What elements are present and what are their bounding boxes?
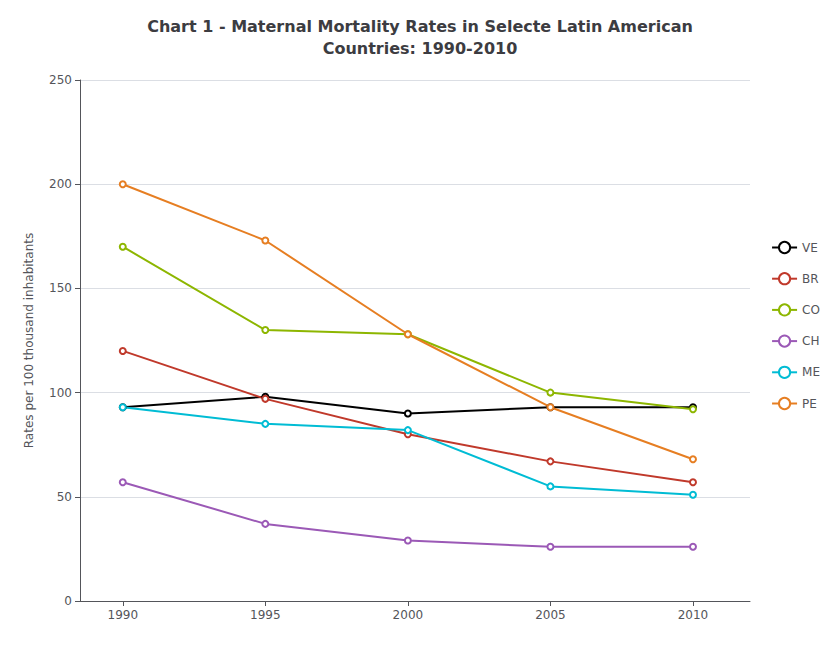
svg-text:2005: 2005 bbox=[535, 608, 566, 622]
svg-text:250: 250 bbox=[49, 73, 72, 87]
svg-text:0: 0 bbox=[64, 594, 72, 608]
svg-text:PE: PE bbox=[802, 397, 817, 411]
svg-text:1995: 1995 bbox=[250, 608, 281, 622]
svg-text:Countries: 1990-2010: Countries: 1990-2010 bbox=[323, 39, 518, 58]
svg-text:100: 100 bbox=[49, 386, 72, 400]
svg-text:ME: ME bbox=[802, 365, 820, 379]
svg-text:Chart 1 - Maternal Mortality R: Chart 1 - Maternal Mortality Rates in Se… bbox=[147, 17, 693, 36]
svg-text:50: 50 bbox=[57, 490, 72, 504]
svg-text:2000: 2000 bbox=[393, 608, 424, 622]
svg-text:200: 200 bbox=[49, 177, 72, 191]
svg-text:VE: VE bbox=[802, 241, 818, 255]
svg-text:CO: CO bbox=[802, 303, 820, 317]
svg-text:1990: 1990 bbox=[107, 608, 138, 622]
svg-text:CH: CH bbox=[802, 334, 819, 348]
svg-text:BR: BR bbox=[802, 272, 819, 286]
svg-text:2010: 2010 bbox=[678, 608, 709, 622]
svg-text:150: 150 bbox=[49, 281, 72, 295]
svg-text:Rates per 100 thousand inhabit: Rates per 100 thousand inhabitants bbox=[22, 233, 36, 448]
